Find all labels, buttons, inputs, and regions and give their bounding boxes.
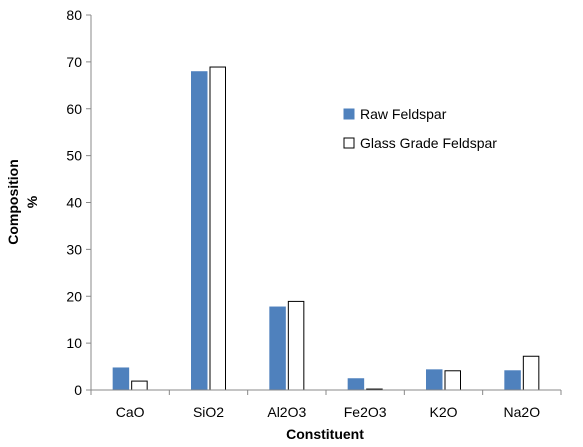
bar-glass-grade-na2o [522, 355, 540, 391]
x-axis-ticks: CaO SiO2 Al2O3 Fe2O3 K2O Na2O [90, 390, 562, 420]
bar-raw-na2o [504, 370, 521, 391]
bar-raw-k2o [426, 369, 443, 391]
x-tick-label: Na2O [504, 404, 541, 420]
x-tick-label: CaO [116, 404, 145, 420]
y-axis-title-line1: Composition [5, 159, 21, 245]
y-tick-label: 40 [66, 195, 82, 211]
legend-swatch [343, 137, 355, 149]
x-axis-title: Constituent [286, 426, 364, 442]
x-tick-label: Al2O3 [267, 404, 306, 420]
bar-glass-grade-al2o3 [287, 300, 305, 391]
bar-glass-grade-sio2 [209, 66, 226, 391]
y-tick-label: 30 [66, 241, 82, 257]
y-tick-label: 0 [74, 382, 82, 398]
bar-raw-cao [112, 367, 130, 391]
y-tick-label: 20 [66, 288, 82, 304]
bar-glass-grade-cao [131, 380, 148, 391]
y-axis-title-line2: % [24, 195, 40, 208]
x-tick-label: SiO2 [193, 404, 224, 420]
plot-area [112, 66, 540, 391]
y-tick-label: 10 [66, 335, 82, 351]
legend-swatch [343, 108, 355, 120]
legend-label: Raw Feldspar [360, 106, 447, 122]
bar-glass-grade-k2o [444, 370, 461, 391]
bar-raw-sio2 [191, 71, 208, 391]
x-tick-label: K2O [429, 404, 457, 420]
bar-raw-fe2o3 [347, 378, 365, 391]
x-tick-label: Fe2O3 [344, 404, 387, 420]
y-tick-label: 70 [66, 54, 82, 70]
legend: Raw Feldspar Glass Grade Feldspar [343, 106, 497, 151]
legend-label: Glass Grade Feldspar [360, 135, 497, 151]
y-tick-label: 50 [66, 148, 82, 164]
bar-raw-al2o3 [269, 306, 286, 391]
y-tick-label: 80 [66, 7, 82, 23]
y-axis-ticks: 0 10 20 30 40 50 60 70 80 [66, 7, 91, 398]
y-tick-label: 60 [66, 101, 82, 117]
